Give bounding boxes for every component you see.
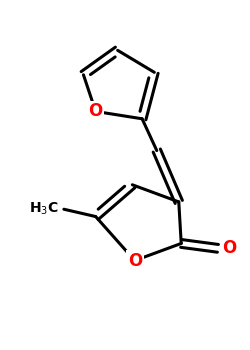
Text: H$_3$C: H$_3$C (29, 201, 59, 217)
Text: O: O (88, 103, 103, 120)
Text: O: O (128, 252, 142, 270)
Text: O: O (222, 239, 236, 257)
